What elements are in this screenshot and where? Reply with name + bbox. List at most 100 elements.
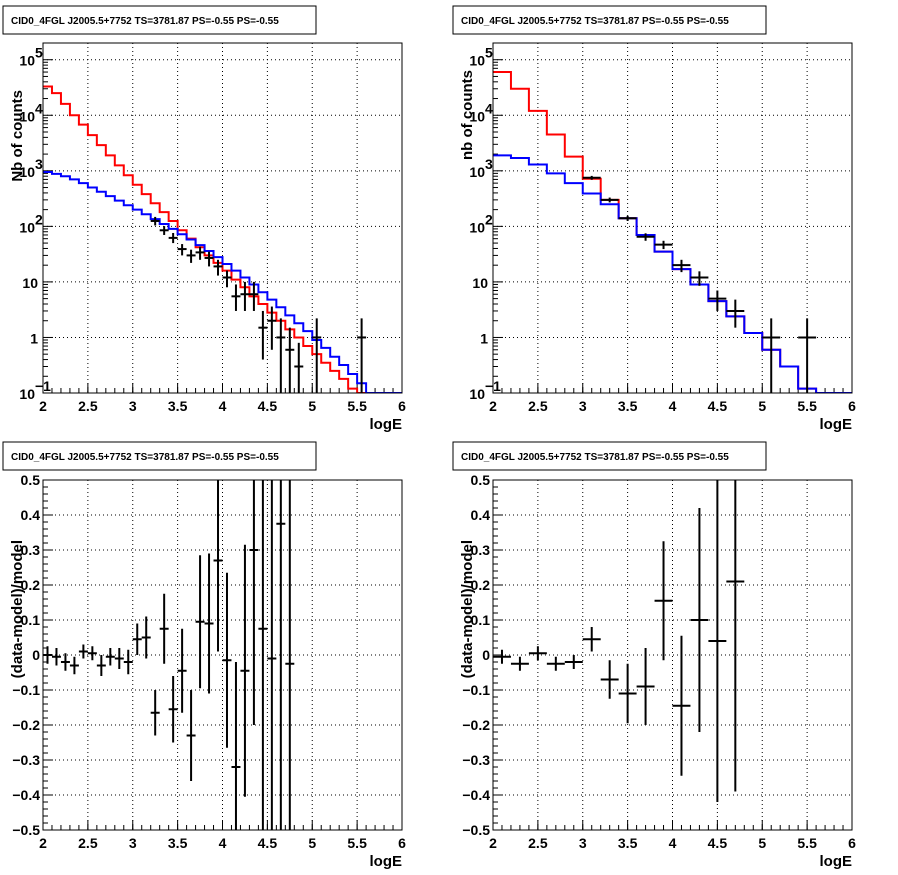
data-point — [51, 648, 61, 666]
data-point — [276, 318, 286, 393]
x-tick-label: 2.5 — [528, 835, 548, 851]
y-tick-exponent: 5 — [35, 45, 43, 61]
data-point — [150, 690, 160, 736]
data-point — [285, 327, 295, 393]
data-point — [726, 480, 745, 792]
data-point — [231, 284, 241, 311]
y-tick-label: 1 — [30, 330, 38, 346]
data-point — [600, 197, 619, 203]
x-axis-label: logE — [820, 853, 853, 870]
x-tick-label: 2 — [39, 835, 47, 851]
x-tick-label: 6 — [398, 398, 406, 414]
data-point — [186, 249, 196, 263]
y-tick-label: −0.3 — [12, 752, 40, 768]
y-tick-label: 1 — [480, 330, 488, 346]
y-tick-label: 0.4 — [21, 507, 41, 523]
x-tick-label: 5 — [308, 835, 316, 851]
data-point — [798, 318, 817, 393]
y-tick-label: 0 — [32, 647, 40, 663]
data-point — [762, 318, 781, 393]
x-tick-label: 2 — [489, 398, 497, 414]
plot-area — [493, 480, 745, 802]
title-box — [452, 441, 767, 471]
data-point — [312, 318, 322, 393]
data-point — [528, 646, 547, 661]
data-point — [78, 644, 88, 659]
data-point — [159, 593, 169, 664]
data-point — [204, 553, 214, 694]
x-axis-label: logE — [370, 416, 403, 433]
plot-frame — [42, 42, 403, 394]
x-tick-label: 4.5 — [708, 835, 728, 851]
data-point — [690, 508, 709, 732]
data-point — [249, 281, 259, 311]
data-point — [168, 676, 178, 743]
y-tick-label: 10 — [22, 275, 38, 291]
plot-frame — [492, 42, 853, 394]
data-point — [43, 646, 52, 664]
data-point — [294, 342, 304, 393]
y-tick-label: 10 — [19, 219, 35, 235]
data-point — [258, 480, 268, 830]
x-tick-label: 5.5 — [347, 398, 367, 414]
x-tick-label: 4 — [669, 398, 677, 414]
data-point — [276, 480, 286, 830]
y-tick-label: 10 — [469, 219, 485, 235]
data-point — [222, 572, 232, 748]
y-tick-label: 0.5 — [471, 472, 491, 488]
y-axis-label: (data-model)/model — [459, 540, 476, 678]
y-tick-label: 0.3 — [471, 542, 491, 558]
data-point — [618, 215, 637, 221]
x-tick-label: 3 — [579, 835, 587, 851]
y-tick-label: −0.1 — [12, 682, 40, 698]
data-point — [708, 290, 727, 311]
y-axis-label: nb of counts — [459, 70, 476, 160]
x-tick-label: 6 — [398, 835, 406, 851]
data-point — [132, 623, 142, 655]
x-tick-label: 2.5 — [78, 835, 98, 851]
data-point — [150, 216, 160, 226]
x-tick-label: 6 — [848, 398, 856, 414]
data-point — [159, 226, 169, 235]
y-tick-label: 0.2 — [471, 577, 491, 593]
data-point — [195, 246, 205, 260]
panel-1: CID0_4FGL J2005.5+7752 TS=3781.87 PS=-0.… — [2, 5, 406, 433]
chart-title: CID0_4FGL J2005.5+7752 TS=3781.87 PS=-0.… — [11, 452, 279, 463]
data-point — [708, 480, 727, 802]
y-axis-label: (data-model)/model — [9, 540, 26, 678]
y-tick-label: 10 — [469, 108, 485, 124]
y-tick-label: 0.4 — [471, 507, 491, 523]
y-tick-label: −0.2 — [462, 717, 490, 733]
data-point — [96, 655, 106, 676]
data-point — [636, 648, 655, 725]
data-point — [285, 480, 295, 830]
x-tick-label: 3 — [129, 835, 137, 851]
plot-frame — [42, 479, 403, 831]
data-point — [141, 616, 151, 659]
y-tick-label: 10 — [19, 53, 35, 69]
title-box — [2, 441, 317, 471]
data-point — [654, 541, 673, 661]
x-tick-label: 4 — [669, 835, 677, 851]
y-tick-label: 10 — [19, 164, 35, 180]
plot-frame — [492, 479, 853, 831]
x-tick-label: 2 — [39, 398, 47, 414]
x-tick-label: 2.5 — [78, 398, 98, 414]
y-tick-exponent: 3 — [485, 156, 493, 172]
y-tick-label: 0.5 — [21, 472, 41, 488]
data-point — [267, 480, 277, 830]
x-tick-label: 2 — [489, 835, 497, 851]
data-point — [546, 656, 565, 671]
x-tick-label: 5.5 — [797, 835, 817, 851]
data-point — [87, 646, 97, 661]
y-tick-label: −0.5 — [462, 822, 490, 838]
y-tick-label: 10 — [472, 275, 488, 291]
x-tick-label: 4.5 — [258, 835, 278, 851]
data-point — [231, 662, 241, 830]
data-point — [186, 690, 196, 781]
panel-4: CID0_4FGL J2005.5+7752 TS=3781.87 PS=-0.… — [452, 441, 856, 870]
data-point — [618, 663, 637, 724]
data-point — [672, 259, 691, 273]
x-tick-label: 3 — [579, 398, 587, 414]
data-point — [213, 259, 223, 276]
